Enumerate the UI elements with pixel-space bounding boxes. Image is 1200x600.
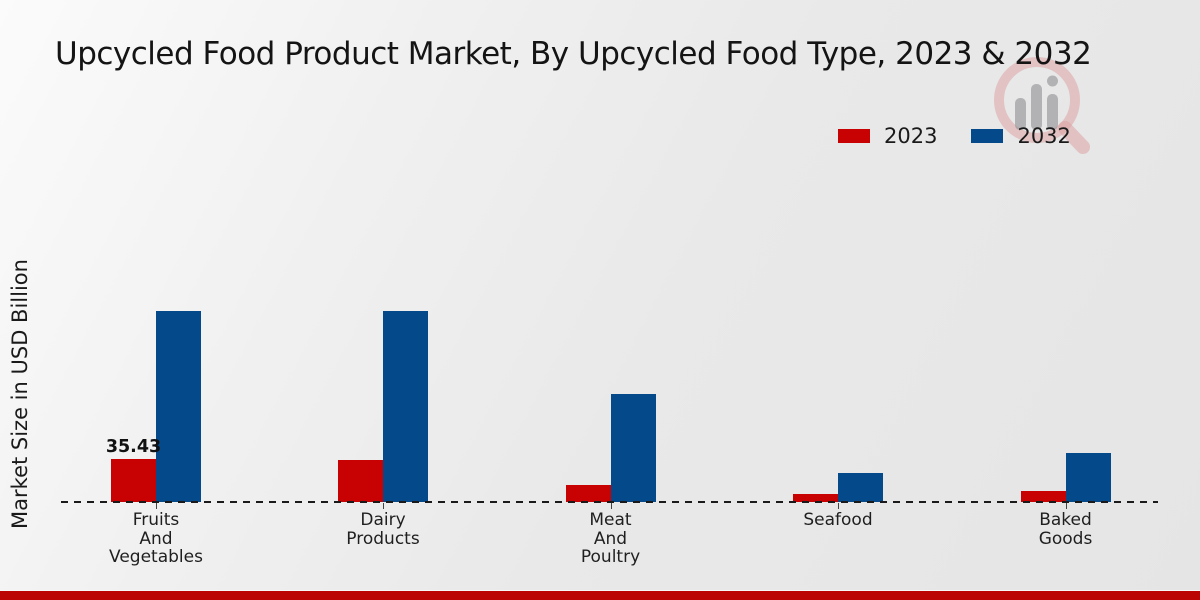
bar-2023-category-3 (793, 494, 838, 502)
legend-label-2023: 2023 (884, 124, 938, 148)
bar-2023-category-1 (338, 460, 383, 502)
bar-2032-category-1 (383, 311, 428, 502)
legend-swatch-2032 (971, 129, 1004, 143)
chart-title: Upcycled Food Product Market, By Upcycle… (55, 36, 1092, 72)
x-axis-tick (156, 503, 157, 509)
bar-2023-category-2 (565, 485, 611, 502)
category-label: Fruits And Vegetables (109, 510, 203, 567)
legend-swatch-2023 (838, 129, 870, 143)
category-label: Baked Goods (1038, 510, 1093, 549)
category-label: Dairy Products (346, 510, 420, 549)
category-label: Seafood (803, 510, 873, 530)
legend: 2023 2032 (838, 124, 1071, 148)
x-axis-tick (383, 503, 384, 509)
bar-2032-category-2 (610, 394, 656, 502)
market-research-future-logo-icon (994, 57, 1090, 154)
x-axis-baseline (61, 501, 1158, 503)
bar-2032-category-0 (156, 311, 201, 502)
x-axis-tick (1065, 503, 1067, 509)
bar-2023-category-4 (1020, 491, 1066, 502)
bar-2023-category-0 (111, 459, 156, 502)
legend-item-2023: 2023 (838, 124, 937, 148)
bar-2032-category-3 (838, 473, 883, 502)
x-axis-tick (610, 503, 612, 509)
footer-accent-bar (0, 590, 1200, 600)
x-axis-tick (838, 503, 839, 509)
bar-2032-category-4 (1065, 453, 1111, 502)
legend-label-2032: 2032 (1017, 124, 1071, 148)
bar-value-label: 35.43 (105, 437, 162, 457)
category-label: Meat And Poultry (580, 510, 641, 567)
legend-item-2032: 2032 (971, 124, 1071, 148)
